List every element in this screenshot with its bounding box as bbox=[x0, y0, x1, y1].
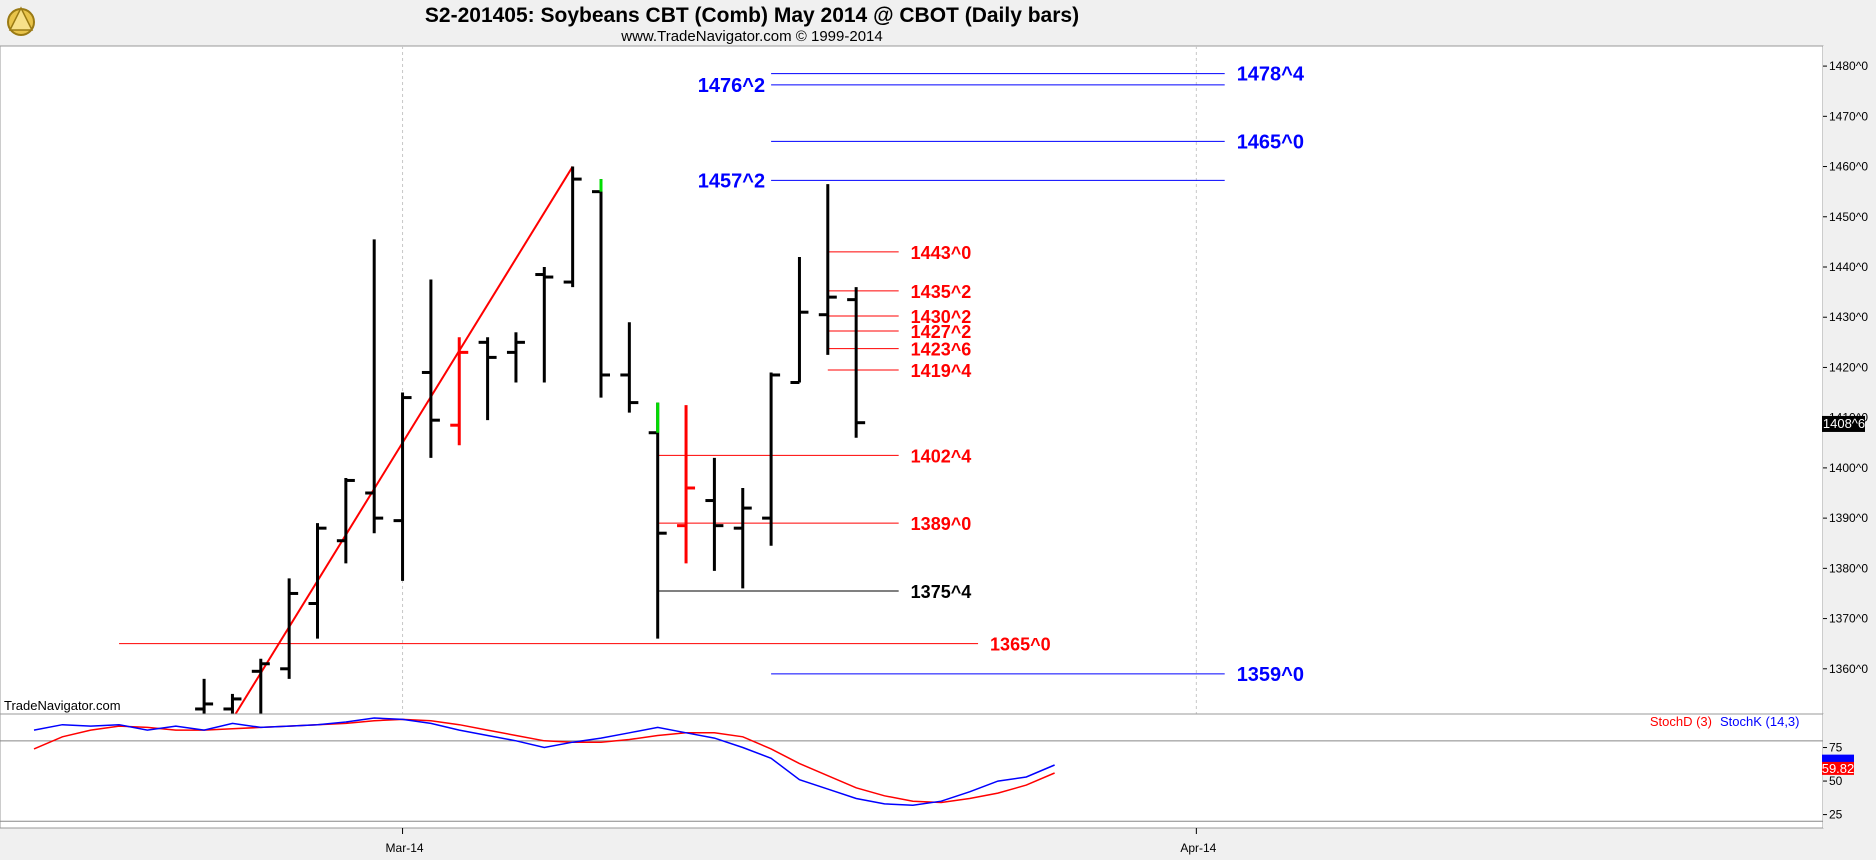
chart-title: S2-201405: Soybeans CBT (Comb) May 2014 … bbox=[425, 4, 1079, 27]
stoch-d-badge bbox=[1822, 761, 1854, 775]
last-price-label: 1408^6 bbox=[1823, 416, 1865, 431]
ohlc-bar bbox=[790, 256, 809, 385]
y-tick-label: 1400^0 bbox=[1829, 461, 1868, 475]
y-tick-label: 1450^0 bbox=[1829, 210, 1868, 224]
stoch-d-value: 59.82 bbox=[1822, 761, 1855, 776]
stoch-tick-label: 50 bbox=[1829, 774, 1843, 788]
level-label: 1365^0 bbox=[990, 635, 1051, 655]
watermark: TradeNavigator.com bbox=[4, 698, 121, 713]
price-panel: 1478^4 1476^2 1465^0 1457^2 1443^0 1435^2 1430… bbox=[0, 45, 1876, 828]
ohlc-bar bbox=[818, 184, 837, 355]
y-tick-label: 1460^0 bbox=[1829, 160, 1868, 174]
ohlc-bar bbox=[620, 322, 639, 413]
date-axis: Mar-14 Apr-14 bbox=[386, 828, 1217, 855]
header: S2-201405: Soybeans CBT (Comb) May 2014 … bbox=[7, 4, 1079, 45]
y-tick-label: 1370^0 bbox=[1829, 612, 1868, 626]
y-tick-label: 1380^0 bbox=[1829, 561, 1868, 575]
level-label: 1457^2 bbox=[698, 170, 765, 192]
level-label: 1465^0 bbox=[1237, 131, 1304, 153]
ohlc-bar bbox=[450, 337, 469, 446]
level-label: 1435^2 bbox=[911, 282, 972, 302]
stoch-tick-label: 75 bbox=[1829, 741, 1843, 755]
ohlc-bar bbox=[535, 266, 554, 383]
y-tick-label: 1470^0 bbox=[1829, 109, 1868, 123]
ohlc-bar bbox=[563, 166, 582, 288]
ohlc-bar bbox=[705, 457, 724, 571]
logo-icon bbox=[7, 6, 35, 36]
level-label: 1423^6 bbox=[911, 340, 972, 360]
x-tick-label: Mar-14 bbox=[386, 841, 424, 855]
ohlc-bar bbox=[847, 287, 866, 438]
ohlc-bar bbox=[223, 693, 242, 714]
ohlc-bar bbox=[195, 678, 214, 714]
y-tick-label: 1360^0 bbox=[1829, 662, 1868, 676]
level-label: 1419^4 bbox=[911, 361, 972, 381]
ohlc-bar bbox=[365, 239, 384, 534]
y-tick-label: 1420^0 bbox=[1829, 360, 1868, 374]
chart-subtitle: www.TradeNavigator.com © 1999-2014 bbox=[620, 28, 882, 45]
stoch-k-badge bbox=[1822, 754, 1854, 766]
last-price-box bbox=[1822, 415, 1865, 432]
x-tick-label: Apr-14 bbox=[1180, 841, 1216, 855]
ohlc-bar bbox=[308, 523, 327, 639]
y-tick-label: 1480^0 bbox=[1829, 59, 1868, 73]
level-label: 1476^2 bbox=[698, 75, 765, 97]
ohlc-bar bbox=[677, 405, 696, 564]
ohlc-bar bbox=[478, 337, 497, 421]
stoch-k-legend: StochK (14,3) bbox=[1720, 714, 1800, 729]
ohlc-bar bbox=[251, 658, 270, 714]
stoch-plot-area bbox=[0, 713, 1824, 829]
y-tick-label: 1390^0 bbox=[1829, 511, 1868, 525]
ohlc-bar bbox=[336, 477, 355, 564]
ohlc-bar bbox=[393, 392, 412, 581]
last-price-badge: 1408^6 bbox=[1822, 415, 1865, 432]
level-label: 1430^2 bbox=[911, 307, 972, 327]
stochastic-panel: StochD (3) StochK (14,3) 25 50 75 59.82 bbox=[0, 713, 1876, 829]
ohlc-bar bbox=[762, 372, 781, 546]
level-label: 1375^4 bbox=[911, 582, 972, 602]
ohlc-bar bbox=[733, 487, 752, 589]
stoch-value-badges: 59.82 bbox=[1822, 754, 1855, 776]
stoch-tick-label: 25 bbox=[1829, 808, 1843, 822]
level-label: 1389^0 bbox=[911, 514, 972, 534]
stoch-gridlines bbox=[0, 740, 1823, 822]
ohlc-bar bbox=[421, 279, 440, 458]
level-label: 1427^2 bbox=[911, 322, 972, 342]
level-label: 1478^4 bbox=[1237, 64, 1305, 86]
price-axis: 1360^01370^01380^01390^01400^01410^01420… bbox=[1823, 46, 1876, 714]
price-axis-bg bbox=[1823, 46, 1876, 714]
level-label: 1359^0 bbox=[1237, 664, 1304, 686]
stoch-axis: 25 50 75 bbox=[1823, 741, 1843, 822]
level-label: 1443^0 bbox=[911, 243, 972, 263]
stoch-d-legend: StochD (3) bbox=[1650, 714, 1712, 729]
stoch-k-line bbox=[33, 717, 1055, 806]
ohlc-bars bbox=[195, 166, 866, 714]
price-levels: 1478^4 1476^2 1465^0 1457^2 1443^0 1435^2 1430… bbox=[119, 64, 1305, 686]
level-label: 1402^4 bbox=[911, 446, 972, 466]
ohlc-bar bbox=[280, 578, 299, 679]
y-tick-label: 1430^0 bbox=[1829, 310, 1868, 324]
ohlc-bar bbox=[506, 332, 525, 383]
y-tick-label: 1440^0 bbox=[1829, 260, 1868, 274]
